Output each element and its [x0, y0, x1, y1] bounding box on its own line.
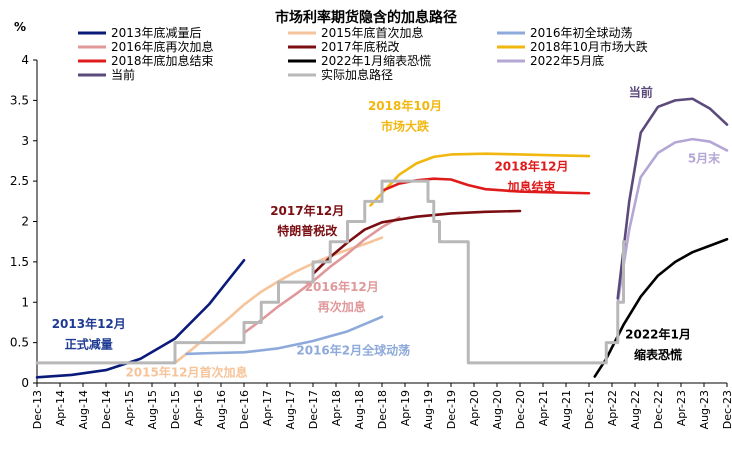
x-tick-label: Dec-13 [31, 390, 44, 429]
legend-label: 2015年底首次加息 [321, 25, 424, 40]
x-tick-label: Dec-22 [652, 390, 665, 429]
series-line [616, 97, 729, 300]
x-tick-label: Aug-19 [422, 390, 435, 429]
annotation-label: 再次加息 [318, 299, 366, 314]
series-line [311, 209, 522, 276]
y-tick-label: 1.5 [10, 255, 29, 269]
legend-label: 2016年初全球动荡 [530, 25, 633, 40]
annotation-label: 2022年1月 [625, 327, 691, 342]
legend-label: 2018年10月市场大跌 [530, 39, 648, 54]
x-tick-label: Dec-14 [100, 390, 113, 429]
legend-label: 2018年底加息结束 [111, 53, 214, 68]
annotation-label: 加息结束 [506, 179, 556, 194]
y-tick-label: 3 [21, 134, 29, 148]
y-tick-label: 2.5 [10, 174, 29, 188]
legend-label: 2017年底税改 [321, 39, 400, 54]
annotation-label: 市场大跌 [381, 118, 430, 133]
x-tick-label: Apr-14 [54, 390, 67, 426]
y-tick-label: 0.5 [10, 336, 29, 350]
x-tick-label: Aug-16 [215, 390, 228, 429]
annotation-label: 正式减量 [65, 336, 113, 351]
legend-label: 实际加息路径 [321, 67, 393, 82]
x-tick-label: Aug-21 [560, 390, 573, 429]
annotation-label: 5月末 [688, 151, 721, 166]
series-line [369, 152, 591, 207]
x-tick-label: Apr-19 [399, 390, 412, 426]
annotation-label: 2018年10月 [368, 98, 442, 113]
legend-label: 当前 [111, 67, 135, 82]
x-tick-label: Apr-16 [192, 390, 205, 426]
y-tick-label: 1 [21, 295, 29, 309]
x-tick-label: Aug-15 [146, 390, 159, 429]
x-tick-label: Dec-17 [307, 390, 320, 429]
y-tick-label: 3.5 [10, 93, 29, 107]
y-tick-label: 4 [21, 53, 29, 67]
x-tick-label: Apr-15 [123, 390, 136, 426]
x-tick-label: Dec-16 [238, 390, 251, 429]
x-tick-label: Dec-21 [583, 390, 596, 429]
annotation-label: 2016年12月 [305, 279, 379, 294]
x-tick-label: Apr-20 [468, 390, 481, 426]
legend-label: 2022年1月缩表恐慌 [321, 53, 431, 68]
annotation-label: 2013年12月 [52, 316, 126, 331]
annotation-label: 2018年12月 [494, 159, 568, 174]
y-axis-unit-label: % [14, 20, 26, 34]
y-tick-label: 0 [21, 376, 29, 390]
x-tick-label: Apr-21 [537, 390, 550, 426]
annotation-label: 当前 [629, 84, 653, 99]
x-tick-label: Aug-17 [284, 390, 297, 429]
chart-title: 市场利率期货隐含的加息路径 [275, 9, 457, 26]
x-tick-label: Aug-18 [353, 390, 366, 429]
series-line [185, 315, 384, 356]
series-line [35, 258, 246, 379]
series-line [593, 237, 729, 378]
x-tick-label: Apr-22 [606, 390, 619, 426]
plot-area: 0 0.5 1 1.5 2 2.5 3 3.5 4 Dec-13 Apr-14 Aug-14 Dec-1… [10, 53, 732, 429]
annotation-label: 2017年12月 [270, 203, 344, 218]
x-tick-label: Dec-20 [514, 390, 527, 429]
x-tick-label: Aug-14 [77, 390, 90, 429]
y-tick-label: 2 [21, 215, 29, 229]
x-tick-label: Dec-15 [169, 390, 182, 429]
series-line [242, 216, 401, 335]
series-line [616, 137, 729, 304]
x-tick-label: Dec-19 [445, 390, 458, 429]
legend-label: 2022年5月底 [530, 53, 604, 68]
x-tick-label: Aug-20 [491, 390, 504, 429]
x-tick-label: Apr-17 [261, 390, 274, 426]
x-tick-label: Aug-22 [629, 390, 642, 429]
annotation-label: 2016年2月全球动荡 [296, 343, 410, 358]
annotation-label: 特朗普税改 [277, 223, 338, 238]
x-tick-label: Dec-18 [376, 390, 389, 429]
x-tick-label: Apr-23 [675, 390, 688, 426]
series-line [35, 179, 627, 365]
annotation-label: 缩表恐慌 [634, 347, 682, 362]
x-tick-label: Apr-18 [330, 390, 343, 426]
legend-label: 2016年底再次加息 [111, 39, 214, 54]
annotation-label: 2015年12月首次加息 [125, 365, 247, 380]
legend-label: 2013年底减量后 [111, 25, 202, 40]
x-tick-label: Dec-23 [721, 390, 732, 429]
x-tick-label: Aug-23 [698, 390, 711, 429]
